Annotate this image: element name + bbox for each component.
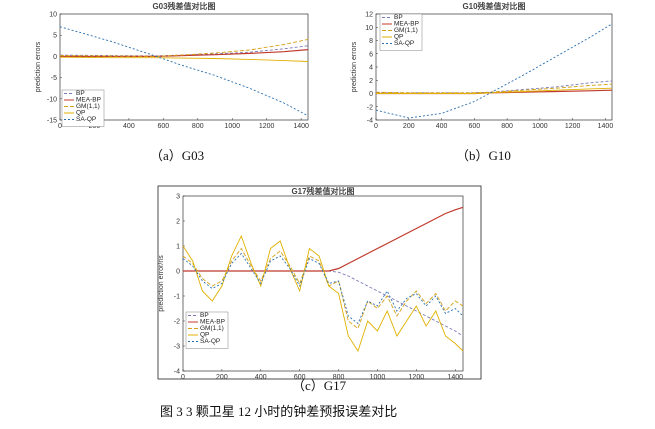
- legend-label: GM(1,1): [394, 27, 418, 34]
- x-tick-label: 0: [181, 374, 185, 381]
- y-tick-label: -2: [174, 319, 180, 326]
- series-line-qp: [59, 56, 309, 62]
- y-tick-label: -5: [51, 75, 57, 82]
- y-tick-label: -4: [367, 118, 373, 125]
- y-tick-label: -3: [174, 344, 180, 351]
- y-tick-label: 0: [53, 54, 57, 61]
- y-tick-label: -15: [47, 118, 57, 125]
- x-tick-label: 600: [468, 123, 480, 130]
- y-tick-label: -10: [47, 96, 57, 103]
- legend-label: SA-QP: [76, 116, 96, 123]
- legend-label: BP: [200, 312, 209, 319]
- series-line-sa-qp: [59, 26, 309, 117]
- y-tick-label: 2: [369, 78, 373, 85]
- subfigure-caption: （b）G10: [456, 148, 511, 163]
- x-tick-label: 800: [192, 123, 204, 130]
- chart-g10: G10残差值对比图 0 200 400 600 800 1000 1200 1400 -4 -2 0 2…: [351, 1, 613, 163]
- y-tick-label: 12: [365, 12, 373, 19]
- subfigure-caption: （a）G03: [150, 148, 204, 163]
- chart-g03: G03残差值对比图0200400600800100012001400-15-10…: [35, 1, 309, 163]
- x-tick-label: 600: [157, 123, 169, 130]
- chart-g17: G17残差值对比图 0 200 400 600 800 1000 1200 1400 -4 -3 -2…: [157, 185, 482, 393]
- y-tick-label: 10: [365, 25, 373, 32]
- x-tick-label: 600: [294, 374, 306, 381]
- legend-label: QP: [394, 34, 403, 41]
- plot-area: [182, 195, 464, 372]
- subfigure-caption: （c）G17: [292, 378, 347, 393]
- y-tick-label: 1: [176, 244, 180, 251]
- series-line-sa-qp: [375, 23, 613, 119]
- x-tick-label: 0: [58, 123, 62, 130]
- x-tick-label: 1000: [532, 123, 548, 130]
- chart-title: G10残差值对比图: [462, 1, 525, 11]
- y-tick-label: 0: [176, 269, 180, 276]
- series-line-gm-1-1-: [375, 83, 613, 94]
- chart-title: G03残差值对比图: [152, 1, 215, 11]
- y-axis-label: prediction error/ns: [158, 255, 165, 312]
- y-tick-label: 2: [176, 219, 180, 226]
- legend-box: [379, 13, 423, 51]
- x-tick-label: 400: [436, 123, 448, 130]
- figure-caption: 图 3 3 颗卫星 12 小时的钟差预报误差对比: [160, 404, 397, 419]
- x-tick-label: 1200: [565, 123, 581, 130]
- y-tick-label: -2: [367, 104, 373, 111]
- x-tick-label: 1000: [370, 374, 386, 381]
- series-line-gm-1-1-: [59, 38, 309, 57]
- legend-label: BP: [394, 14, 403, 21]
- legend-label: MEA-BP: [394, 21, 419, 28]
- x-tick-label: 1400: [598, 123, 614, 130]
- y-tick-label: 10: [49, 12, 57, 19]
- y-tick-label: 5: [53, 33, 57, 40]
- legend-box: [185, 311, 229, 349]
- legend-label: BP: [76, 90, 85, 97]
- y-tick-label: 8: [369, 38, 373, 45]
- series-line-bp: [376, 80, 613, 94]
- y-tick-label: -1: [174, 294, 180, 301]
- x-tick-label: 800: [333, 374, 345, 381]
- x-tick-label: 200: [403, 123, 415, 130]
- chart-title: G17残差值对比图: [291, 186, 354, 196]
- legend-label: SA-QP: [394, 40, 414, 47]
- y-axis-label: prediction errors: [35, 41, 42, 92]
- x-tick-label: 0: [374, 123, 378, 130]
- legend-label: GM(1,1): [200, 325, 224, 332]
- x-tick-label: 1400: [293, 123, 309, 130]
- series-line-mea-bp: [60, 49, 309, 58]
- y-tick-label: 4: [369, 65, 373, 72]
- x-tick-label: 1000: [224, 123, 240, 130]
- x-tick-label: 400: [123, 123, 135, 130]
- series-line-bp: [59, 45, 309, 57]
- y-tick-label: 3: [176, 194, 180, 201]
- legend-label: MEA-BP: [76, 97, 101, 104]
- x-tick-label: 400: [255, 374, 267, 381]
- y-tick-label: 6: [369, 51, 373, 58]
- legend-label: QP: [76, 110, 85, 117]
- legend-label: MEA-BP: [200, 319, 225, 326]
- x-tick-label: 800: [501, 123, 513, 130]
- legend-label: GM(1,1): [76, 103, 100, 110]
- x-tick-label: 1200: [259, 123, 275, 130]
- y-axis-label: prediction errors: [351, 41, 358, 92]
- y-tick-label: -4: [174, 369, 180, 376]
- x-tick-label: 1200: [409, 374, 425, 381]
- x-tick-label: 1400: [447, 374, 463, 381]
- x-tick-label: 200: [216, 374, 228, 381]
- y-tick-label: 0: [369, 91, 373, 98]
- legend-label: QP: [200, 332, 209, 339]
- legend-box: [61, 89, 105, 127]
- series-line-qp: [182, 234, 464, 353]
- legend-label: SA-QP: [200, 338, 220, 345]
